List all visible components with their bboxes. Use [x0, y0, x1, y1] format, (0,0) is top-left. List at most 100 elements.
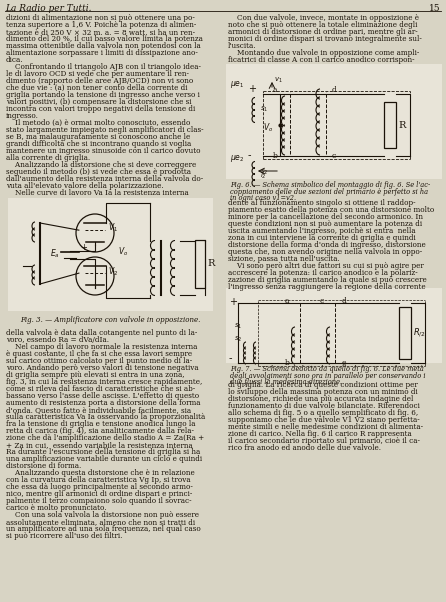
Text: c: c — [332, 152, 336, 160]
Text: La Radio per Tutti.: La Radio per Tutti. — [5, 4, 91, 13]
Text: bassano verso l'asse delle ascisse. L'effetto di questo: bassano verso l'asse delle ascisse. L'ef… — [6, 392, 199, 400]
Text: dimento del 20 %, il cui basso valore limita la potenza: dimento del 20 %, il cui basso valore li… — [6, 35, 203, 43]
Text: 15: 15 — [429, 4, 441, 13]
Text: retta di carica (fig. 4), sia analiticamente dalla rela-: retta di carica (fig. 4), sia analiticam… — [6, 427, 194, 435]
Bar — [226, 64, 442, 179]
Text: seguendo il metodo (b) si vede che essa è prodotta: seguendo il metodo (b) si vede che essa … — [6, 168, 191, 176]
Text: l'uscita.: l'uscita. — [228, 42, 256, 50]
Text: Analizzando questa distorsione che è in relazione: Analizzando questa distorsione che è in … — [6, 469, 195, 477]
Text: Nel campo di lavoro normale la resistenza interna: Nel campo di lavoro normale la resistenz… — [6, 343, 198, 351]
Text: incontra con valori troppo negativi della tensione di: incontra con valori troppo negativi dell… — [6, 105, 195, 113]
Text: con la curvatura della caratteristica Vg Ip, si trova: con la curvatura della caratteristica Vg… — [6, 476, 190, 484]
Text: mantenere un ingresso sinusoide con il carico dovuto: mantenere un ingresso sinusoide con il c… — [6, 147, 201, 155]
Text: questa che, non avendo origine nella valvola in oppo-: questa che, non avendo origine nella val… — [228, 248, 422, 256]
Text: allo schema di fig. 5 o a quello semplificato di fig. 6,: allo schema di fig. 5 o a quello semplif… — [228, 409, 418, 417]
Text: +: + — [229, 297, 237, 307]
Text: Fig. 7. — Schema dedotto da quello di fig. 6. Le due metà: Fig. 7. — Schema dedotto da quello di fi… — [230, 365, 424, 373]
Text: aumento di resistenza porta a distorsione della forma: aumento di resistenza porta a distorsion… — [6, 399, 201, 407]
Text: se B, ma malauguratamente si conoscono anche le: se B, ma malauguratamente si conoscono a… — [6, 133, 190, 141]
Text: Con una sola valvola la distorsione non può essere: Con una sola valvola la distorsione non … — [6, 511, 199, 519]
Text: voro, essendo Ra = dVa/dIa.: voro, essendo Ra = dVa/dIa. — [6, 336, 109, 344]
Text: d: d — [332, 86, 337, 94]
Text: $V_o$: $V_o$ — [263, 121, 273, 134]
Text: sulla caratteristica Va Ia osservando la proporzionalità: sulla caratteristica Va Ia osservando la… — [6, 413, 205, 421]
Text: alla corrente di griglia.: alla corrente di griglia. — [6, 154, 90, 162]
Text: palmente il terzo compaiono solo quando il sovrac-: palmente il terzo compaiono solo quando … — [6, 497, 192, 505]
Text: d'onda. Questo fatto è individuabile facilmente, sia: d'onda. Questo fatto è individuabile fac… — [6, 406, 191, 414]
Text: fra la tensione di griglia e tensione anodica lungo la: fra la tensione di griglia e tensione an… — [6, 420, 195, 428]
Text: fig. 3, in cui la resistenza interna cresce rapidamente,: fig. 3, in cui la resistenza interna cre… — [6, 378, 202, 386]
Text: si può ricorrere all'uso dei filtri.: si può ricorrere all'uso dei filtri. — [6, 532, 122, 540]
Text: -: - — [248, 150, 252, 160]
Text: $i_2$: $i_2$ — [260, 171, 267, 181]
Text: una amplificazione variabile durante un ciclo e quindi: una amplificazione variabile durante un … — [6, 455, 202, 463]
Text: distorsione, richiede una più accurata indagine del: distorsione, richiede una più accurata i… — [228, 395, 413, 403]
Text: Con due valvole, invece, montate in opposizione è: Con due valvole, invece, montate in oppo… — [228, 14, 419, 22]
Text: è quasi costante, il che fa si che essa lavori sempre: è quasi costante, il che fa si che essa … — [6, 350, 192, 358]
Text: $V_1$: $V_1$ — [108, 222, 118, 235]
Text: nico, mentre gli armonici di ordine dispari e princi-: nico, mentre gli armonici di ordine disp… — [6, 490, 192, 498]
Text: zazione di griglia aumentando la quale si può crescere: zazione di griglia aumentando la quale s… — [228, 276, 427, 284]
Text: + Za in cui,  essendo variabile la resistenza interna: + Za in cui, essendo variabile la resist… — [6, 441, 193, 449]
Text: mente simili e nelle medesime condizioni di alimenta-: mente simili e nelle medesime condizioni… — [228, 423, 423, 431]
Text: $\mu e_2$: $\mu e_2$ — [230, 153, 244, 164]
Text: il carico secondario riportato sul primario, cioè il ca-: il carico secondario riportato sul prima… — [228, 437, 420, 445]
Text: assolutamente eliminata, almeno che non si tratti di: assolutamente eliminata, almeno che non … — [6, 518, 195, 526]
Text: della valvola è data dalla cotangente nel punto di la-: della valvola è data dalla cotangente ne… — [6, 329, 198, 337]
Text: Fig. 3. — Amplificatore con valvole in opposizione.: Fig. 3. — Amplificatore con valvole in o… — [20, 316, 200, 324]
Text: valori positivi, (b) compensare la distorsione che si: valori positivi, (b) compensare la disto… — [6, 98, 191, 106]
Text: uscita aumentando l'ingresso, poichè si entra  nella: uscita aumentando l'ingresso, poichè si … — [228, 227, 416, 235]
Text: lo sviluppo della massima potenza con un minimo di: lo sviluppo della massima potenza con un… — [228, 388, 418, 396]
Text: $s_1$: $s_1$ — [234, 322, 242, 331]
Text: -: - — [229, 353, 232, 363]
Text: Vi sono però altri due fattori su cui si può agire per: Vi sono però altri due fattori su cui si… — [228, 262, 424, 270]
Text: $v_1$: $v_1$ — [274, 76, 283, 85]
Text: distorsione della forma d'onda di ingresso, distorsione: distorsione della forma d'onda di ingres… — [228, 241, 426, 249]
Text: che due vie : (a) non tener conto della corrente di: che due vie : (a) non tener conto della … — [6, 84, 187, 92]
Text: vuta all'elevato valore della polarizzazione.: vuta all'elevato valore della polarizzaz… — [6, 182, 164, 190]
Text: dall'aumento della resistenza interna della valvola do-: dall'aumento della resistenza interna de… — [6, 175, 203, 183]
Text: l'ingresso senza raggiungere la regione della corrente: l'ingresso senza raggiungere la regione … — [228, 283, 425, 291]
Text: massima ottenibile dalla valvola non potendosi con la: massima ottenibile dalla valvola non pot… — [6, 42, 201, 50]
Text: Fig. 6. — Schema simbolico del montaggio di fig. 6. Se l'ac-: Fig. 6. — Schema simbolico del montaggio… — [230, 181, 430, 189]
Text: zona in cui interviene la corrente di griglia e quindi: zona in cui interviene la corrente di gr… — [228, 234, 416, 242]
Text: $s_2$: $s_2$ — [234, 335, 242, 344]
Text: dimento (rapporto delle aree AJB/OCD) non vi sono: dimento (rapporto delle aree AJB/OCD) no… — [6, 77, 193, 85]
Text: griglia portando la tensione di ingresso anche verso i: griglia portando la tensione di ingresso… — [6, 91, 200, 99]
Text: b: b — [285, 359, 290, 367]
Text: le di lavoro OCD si vede che per aumentare il ren-: le di lavoro OCD si vede che per aumenta… — [6, 70, 189, 78]
Text: ingresso.: ingresso. — [6, 112, 39, 120]
Text: $s_1$: $s_1$ — [260, 105, 268, 114]
Text: funzionamento di due valvole bilanciate. Riferendoci: funzionamento di due valvole bilanciate.… — [228, 402, 420, 410]
Text: +: + — [80, 243, 87, 252]
Text: due flussi la medesima direzione.: due flussi la medesima direzione. — [230, 378, 342, 386]
Text: noto che si può ottenere la totale eliminazione degli: noto che si può ottenere la totale elimi… — [228, 21, 417, 29]
Text: dica.: dica. — [6, 56, 24, 64]
Text: distorsione di forma.: distorsione di forma. — [6, 462, 81, 470]
Text: R: R — [398, 120, 405, 129]
Text: voro. Andando però verso valori di tensione negativa: voro. Andando però verso valori di tensi… — [6, 364, 198, 372]
Text: Ra durante l'escursione della tensione di griglia si ha: Ra durante l'escursione della tensione d… — [6, 448, 200, 456]
Text: minore per la cancellazione del secondo armonico. In: minore per la cancellazione del secondo … — [228, 213, 423, 221]
Text: dente al funzionamento singolo si ottiene il raddop-: dente al funzionamento singolo si ottien… — [228, 199, 416, 207]
Text: sul carico ottimo calcolato per il punto medio di la-: sul carico ottimo calcolato per il punto… — [6, 357, 192, 365]
Text: alimentazione sorpassare i limiti di dissipazione ano-: alimentazione sorpassare i limiti di dis… — [6, 49, 198, 57]
Text: a: a — [273, 86, 277, 94]
Text: $s_2$: $s_2$ — [260, 168, 268, 177]
Bar — [8, 198, 213, 311]
Text: rico fra anodo ed anodo delle due valvole.: rico fra anodo ed anodo delle due valvol… — [228, 444, 381, 452]
Text: come si rileva dal fascio di caratteristiche che si ab-: come si rileva dal fascio di caratterist… — [6, 385, 195, 393]
Text: sizione, passa tutta nell'uscita.: sizione, passa tutta nell'uscita. — [228, 255, 340, 263]
Text: armonici di distorsione di ordine pari, mentre gli ar-: armonici di distorsione di ordine pari, … — [228, 28, 418, 36]
Text: $\mu e_1$: $\mu e_1$ — [230, 79, 244, 90]
Text: $V_2$: $V_2$ — [108, 265, 118, 278]
Text: b: b — [273, 152, 278, 160]
Text: R: R — [207, 259, 215, 268]
Text: tazione è di 250 V × 32 m. a. = 8 watt, si ha un ren-: tazione è di 250 V × 32 m. a. = 8 watt, … — [6, 28, 195, 36]
Text: stato largamente impiegato negli amplificatori di clas-: stato largamente impiegato negli amplifi… — [6, 126, 204, 134]
Bar — [195, 240, 205, 288]
Text: monici di ordine dispari si trovano integralmente sul-: monici di ordine dispari si trovano inte… — [228, 35, 422, 43]
Text: grandi difficoltà che si incontrano quando si voglia: grandi difficoltà che si incontrano quan… — [6, 140, 191, 148]
Text: supponiamo che le due valvole V1 V2 siano perfetta-: supponiamo che le due valvole V1 V2 sian… — [228, 416, 420, 424]
Text: queste condizioni non si può aumentare la potenza di: queste condizioni non si può aumentare l… — [228, 220, 422, 228]
